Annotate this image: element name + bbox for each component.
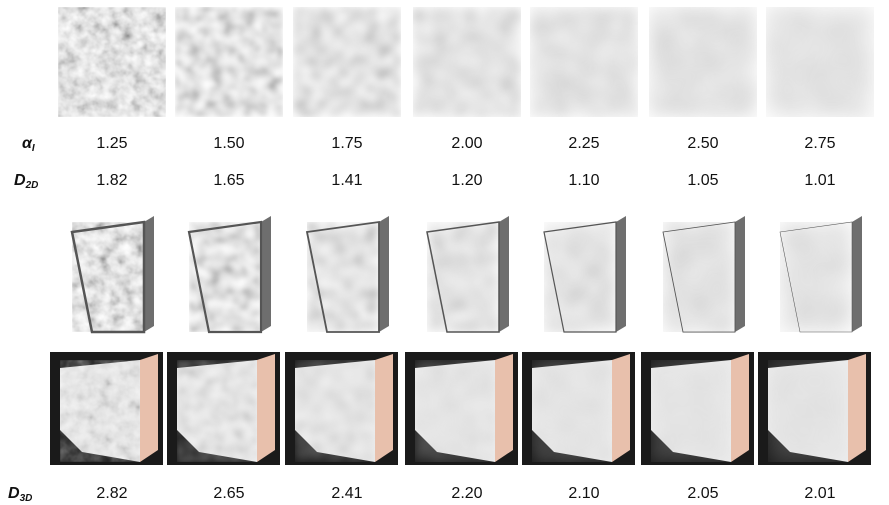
- table-value: 1.25: [96, 135, 127, 152]
- row-label: αI: [22, 135, 35, 153]
- render-3d: [307, 216, 389, 332]
- table-value: 2.75: [804, 135, 835, 152]
- table-value: 2.00: [451, 135, 482, 152]
- render-3d: [72, 216, 154, 332]
- photo: [167, 352, 280, 465]
- photo: [405, 352, 518, 465]
- row-label: D2D: [14, 172, 38, 190]
- surface-image: [413, 7, 521, 117]
- table-value: 1.82: [96, 172, 127, 189]
- table-value: 2.65: [213, 485, 244, 502]
- table-value: 2.41: [331, 485, 362, 502]
- table-value: 2.20: [451, 485, 482, 502]
- surface-image: [175, 7, 283, 117]
- label-symbol: D: [8, 485, 20, 502]
- photo: [641, 352, 754, 465]
- render-3d: [544, 216, 626, 332]
- surface-image: [766, 7, 874, 117]
- render-3d: [663, 216, 745, 332]
- table-value: 2.05: [687, 485, 718, 502]
- row-label: D3D: [8, 485, 32, 503]
- label-subscript: 2D: [25, 180, 39, 191]
- table-value: 2.82: [96, 485, 127, 502]
- table-value: 1.10: [568, 172, 599, 189]
- table-value: 1.75: [331, 135, 362, 152]
- label-subscript: 3D: [20, 493, 33, 504]
- table-value: 1.41: [331, 172, 362, 189]
- photo: [50, 352, 163, 465]
- table-value: 1.05: [687, 172, 718, 189]
- render-3d: [780, 216, 862, 332]
- table-value: 1.65: [213, 172, 244, 189]
- render-3d: [189, 216, 271, 332]
- table-value: 2.10: [568, 485, 599, 502]
- surface-image: [649, 7, 757, 117]
- label-subscript: I: [32, 143, 35, 154]
- table-value: 2.25: [568, 135, 599, 152]
- surface-image: [58, 7, 166, 117]
- label-symbol: D: [14, 172, 26, 189]
- photo: [758, 352, 871, 465]
- table-value: 1.50: [213, 135, 244, 152]
- table-value: 2.50: [687, 135, 718, 152]
- render-3d: [427, 216, 509, 332]
- surface-image: [293, 7, 401, 117]
- figure: αI D2D D3D 1.251.822.821.501.652.651.751…: [0, 0, 889, 505]
- photo: [522, 352, 635, 465]
- surface-image: [530, 7, 638, 117]
- table-value: 1.20: [451, 172, 482, 189]
- table-value: 1.01: [804, 172, 835, 189]
- image-panels: [50, 7, 874, 465]
- photo: [285, 352, 398, 465]
- table-value: 2.01: [804, 485, 835, 502]
